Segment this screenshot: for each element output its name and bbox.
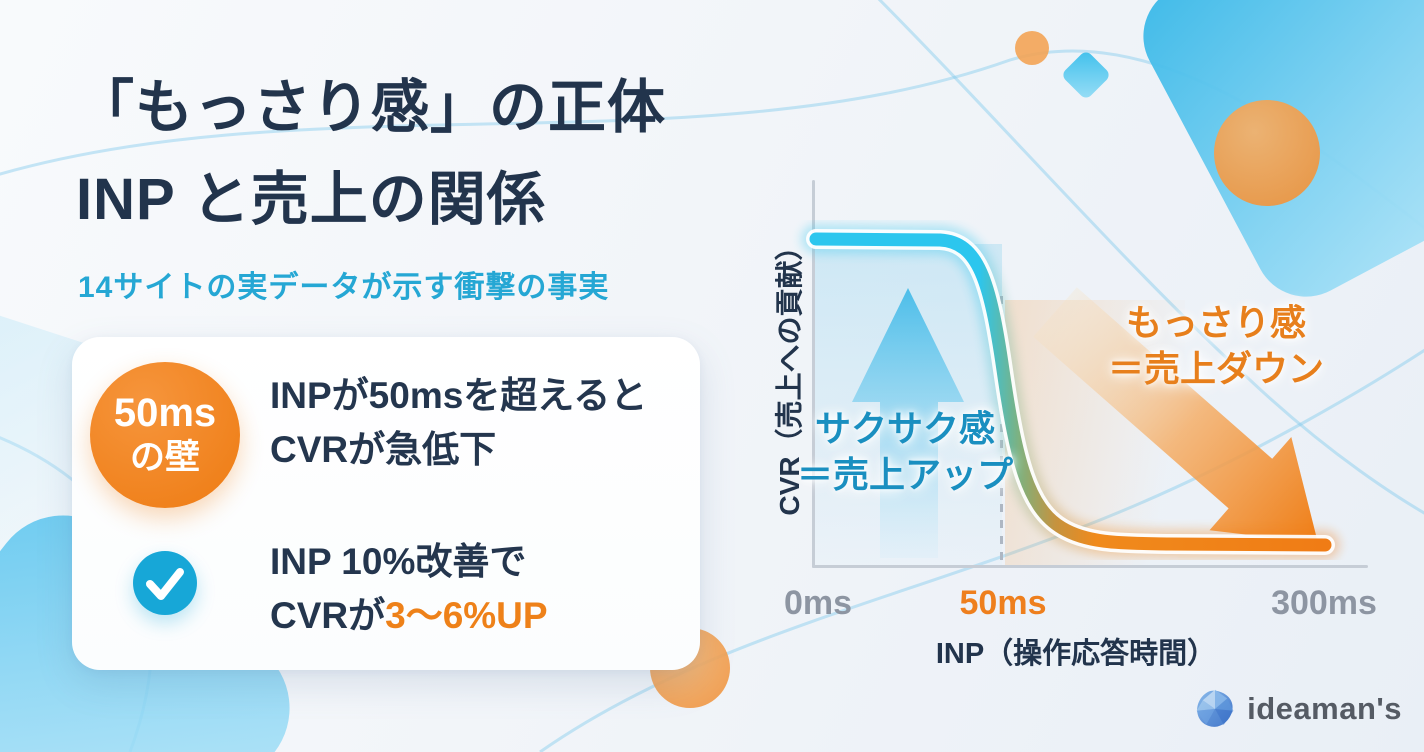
title-line-2: INP と売上の関係 xyxy=(76,167,546,232)
annotation-sluggish: もっさり感 ＝売上ダウン xyxy=(1108,300,1324,392)
y-axis-line xyxy=(812,180,815,568)
decor-orange-circle-large xyxy=(1214,100,1320,206)
key-point-2-line-2: CVRが3〜6%UP xyxy=(270,589,548,643)
annotation-sluggish-line-1: もっさり感 xyxy=(1125,302,1307,343)
x-axis-title: INP（操作応答時間） xyxy=(935,638,1217,670)
annotation-snappy-line-2: ＝売上アップ xyxy=(796,454,1014,495)
key-point-2-prefix: CVRが xyxy=(270,595,386,636)
up-arrow-icon xyxy=(852,288,964,558)
brand-logo: ideaman's xyxy=(1194,688,1402,730)
annotation-sluggish-line-2: ＝売上ダウン xyxy=(1107,348,1325,389)
key-point-1-line-1: INPが50msを超えると xyxy=(270,375,648,416)
annotation-snappy: サクサク感 ＝売上アップ xyxy=(797,406,1013,498)
down-arrow-icon xyxy=(1033,287,1318,543)
y-axis-title: CVR（売上への貢献） xyxy=(774,232,805,516)
key-point-1-line-2: CVRが急低下 xyxy=(270,429,497,470)
key-point-1: INPが50msを超えると CVRが急低下 xyxy=(270,369,647,477)
cvr-curve xyxy=(801,224,1340,560)
key-point-2-line-1: INP 10%改善で xyxy=(270,541,527,582)
key-points-card: 50ms の壁 INPが50msを超えると CVRが急低下 INP 10%改善で… xyxy=(72,337,700,670)
key-point-2-highlight: 3〜6%UP xyxy=(385,595,548,636)
check-icon xyxy=(133,551,197,615)
50ms-wall-badge: 50ms の壁 xyxy=(90,362,240,508)
x-tick-0ms: 0ms xyxy=(783,584,853,622)
page-title: 「もっさり感」の正体 INP と売上の関係 xyxy=(76,62,666,246)
decor-orange-circle-small xyxy=(1015,31,1049,65)
brand-name: ideaman's xyxy=(1247,691,1402,726)
x-tick-50ms: 50ms xyxy=(959,584,1047,622)
badge-label: の壁 xyxy=(129,438,200,477)
badge-value: 50ms xyxy=(113,391,217,435)
x-tick-300ms: 300ms xyxy=(1271,584,1377,622)
header: 「もっさり感」の正体 INP と売上の関係 14サイトの実データが示す衝撃の事実 xyxy=(76,62,666,306)
x-axis-line xyxy=(812,565,1368,568)
page-subtitle: 14サイトの実データが示す衝撃の事実 xyxy=(78,271,610,304)
annotation-snappy-line-1: サクサク感 xyxy=(814,408,996,449)
key-point-2: INP 10%改善で CVRが3〜6%UP xyxy=(270,535,548,643)
title-line-1: 「もっさり感」の正体 xyxy=(76,75,667,140)
gem-logo-icon xyxy=(1196,689,1234,727)
